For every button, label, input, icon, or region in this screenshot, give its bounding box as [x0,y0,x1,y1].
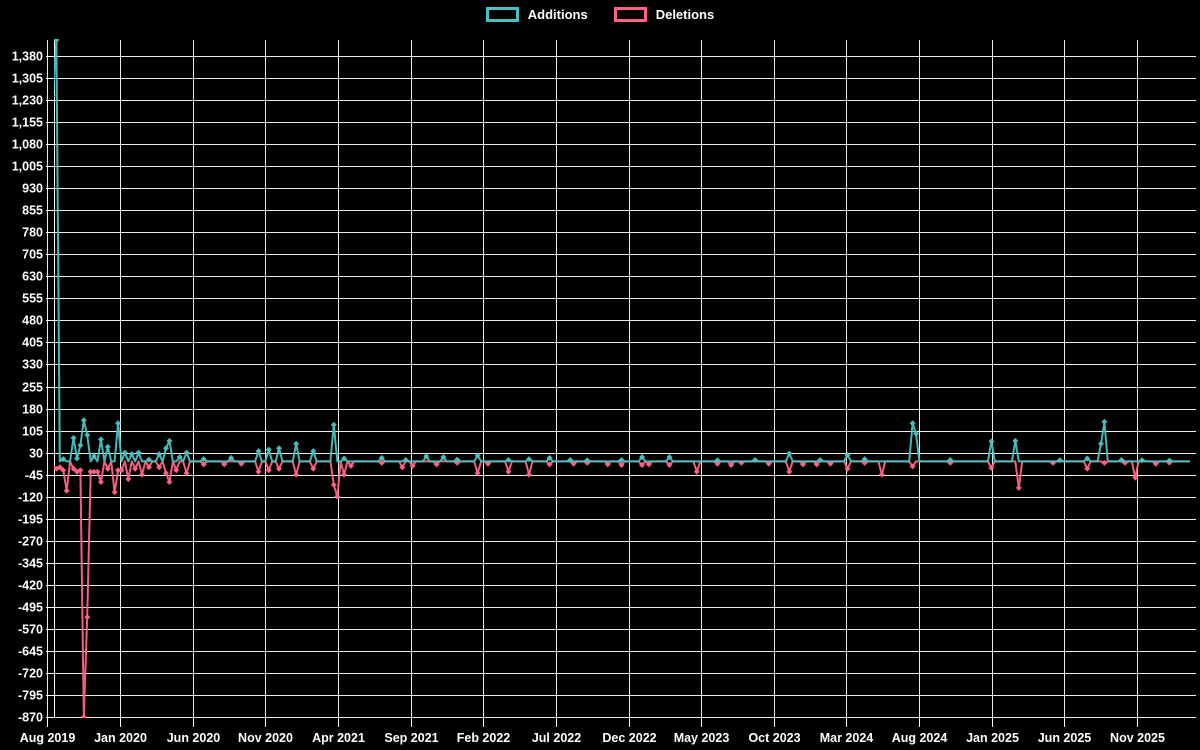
y-tick-labels: 1,380 1,305 1,230 1,155 1,080 1,005 930 855 780 7… [12,50,43,725]
svg-text:1,005: 1,005 [12,160,43,174]
svg-text:Dec 2022: Dec 2022 [602,731,656,745]
svg-text:1,155: 1,155 [12,116,43,130]
svg-text:180: 180 [22,403,43,417]
svg-text:-345: -345 [18,557,43,571]
svg-text:105: 105 [22,425,43,439]
legend-item-additions[interactable]: Additions [485,7,588,22]
svg-text:30: 30 [29,447,43,461]
deletions-swatch-icon [613,7,647,22]
svg-text:630: 630 [22,270,43,284]
svg-text:480: 480 [22,314,43,328]
svg-text:705: 705 [22,248,43,262]
svg-text:Jun 2020: Jun 2020 [167,731,221,745]
svg-text:-570: -570 [18,623,43,637]
svg-text:555: 555 [22,292,43,306]
svg-text:-195: -195 [18,513,43,527]
svg-text:-120: -120 [18,491,43,505]
svg-text:780: 780 [22,226,43,240]
svg-text:Jul 2022: Jul 2022 [532,731,581,745]
svg-text:Nov 2025: Nov 2025 [1110,731,1165,745]
legend-label-deletions: Deletions [655,7,715,22]
svg-text:405: 405 [22,336,43,350]
svg-text:Jun 2025: Jun 2025 [1038,731,1092,745]
chart-legend: Additions Deletions [0,7,1200,22]
svg-text:Sep 2021: Sep 2021 [384,731,438,745]
svg-text:-645: -645 [18,645,43,659]
deletions-points [54,459,1173,718]
x-grid [47,40,1138,727]
svg-text:1,305: 1,305 [12,72,43,86]
additions-points [54,39,1173,464]
deletions-line [54,460,1190,718]
legend-item-deletions[interactable]: Deletions [613,7,715,22]
svg-text:Aug 2019: Aug 2019 [20,731,76,745]
svg-text:1,230: 1,230 [12,94,43,108]
additions-swatch-icon [485,7,519,22]
svg-text:May 2023: May 2023 [674,731,730,745]
svg-text:-720: -720 [18,667,43,681]
svg-text:930: 930 [22,182,43,196]
x-tick-labels: Aug 2019 Jan 2020 Jun 2020 Nov 2020 Apr 2021… [20,731,1165,745]
svg-text:Oct 2023: Oct 2023 [748,731,800,745]
svg-text:1,080: 1,080 [12,138,43,152]
svg-text:255: 255 [22,381,43,395]
svg-text:Nov 2020: Nov 2020 [238,731,293,745]
additions-line [54,39,1190,463]
svg-text:330: 330 [22,358,43,372]
svg-text:-270: -270 [18,535,43,549]
svg-text:-45: -45 [25,469,43,483]
svg-text:Apr 2021: Apr 2021 [312,731,365,745]
y-grid [46,56,1196,718]
svg-text:Jan 2025: Jan 2025 [966,731,1019,745]
svg-text:Aug 2024: Aug 2024 [892,731,948,745]
svg-text:-795: -795 [18,689,43,703]
svg-text:-420: -420 [18,579,43,593]
svg-text:-495: -495 [18,601,43,615]
legend-label-additions: Additions [527,7,588,22]
svg-text:-870: -870 [18,711,43,725]
svg-text:Jan 2020: Jan 2020 [94,731,147,745]
svg-text:1,380: 1,380 [12,50,43,64]
svg-text:Feb 2022: Feb 2022 [457,731,511,745]
svg-text:855: 855 [22,204,43,218]
svg-text:Mar 2024: Mar 2024 [820,731,874,745]
